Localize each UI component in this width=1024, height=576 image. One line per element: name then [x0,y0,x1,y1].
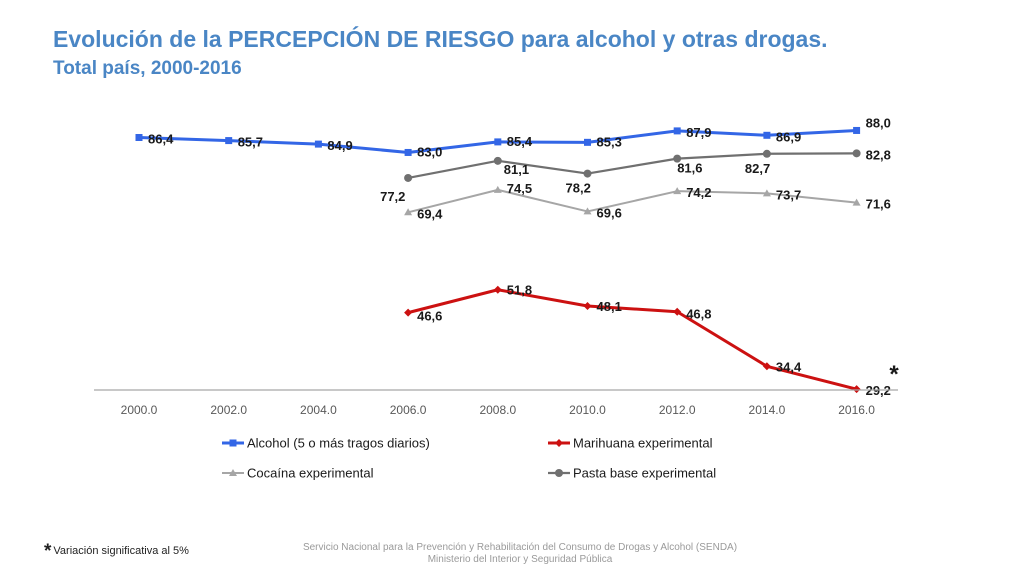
data-point [404,173,413,182]
data-point [404,208,413,216]
data-label: 71,6 [866,197,891,212]
data-point [673,127,681,135]
legend-item: Cocaína experimental [222,466,374,481]
data-label: 86,4 [148,132,174,147]
footnote-star: * [44,541,52,562]
data-point [852,198,861,206]
data-label: 73,7 [776,187,801,202]
data-label: 78,2 [566,181,591,196]
x-tick-label: 2006.0 [390,403,427,417]
x-tick-label: 2000.0 [121,403,158,417]
data-point [493,285,502,294]
data-label: 48,1 [597,299,622,314]
data-label: 46,8 [686,307,711,322]
data-point [314,140,322,148]
series-line-1 [407,288,857,391]
data-point [583,169,592,178]
data-label: 81,1 [504,162,529,177]
source-line-2: Ministerio del Interior y Seguridad Públ… [427,554,613,565]
data-label: 69,4 [417,206,443,221]
x-tick-label: 2014.0 [749,403,786,417]
legend-marker [229,439,237,447]
data-label: 85,7 [238,135,263,150]
legend-label: Pasta base experimental [573,466,716,481]
legend-marker [229,469,237,476]
legend-label: Alcohol (5 o más tragos diarios) [247,436,430,451]
data-label: 82,8 [866,147,891,162]
data-point [135,134,143,141]
x-tick-label: 2012.0 [659,403,696,417]
data-point [493,185,502,193]
data-label: 51,8 [507,283,532,298]
data-label: 74,5 [507,181,532,196]
page-title: Evolución de la PERCEPCIÓN DE RIESGO par… [53,26,828,52]
legend-item: Pasta base experimental [548,466,716,481]
legend-marker [555,469,563,477]
data-point [763,131,771,139]
data-label: 87,9 [686,125,711,140]
data-label: 88,0 [866,115,891,130]
data-label: 85,3 [597,134,622,149]
x-tick-label: 2016.0 [838,403,875,417]
data-point [852,149,861,158]
data-point [762,189,771,197]
data-label: 46,6 [417,309,442,324]
data-point [673,187,682,195]
x-tick-label: 2004.0 [300,403,337,417]
data-label: 86,9 [776,129,801,144]
x-tick-label: 2008.0 [479,403,516,417]
source-line-1: Servicio Nacional para la Prevención y R… [302,542,738,553]
data-point [583,302,592,311]
legend-marker [555,439,563,447]
data-point [225,137,233,145]
legend-label: Marihuana experimental [573,436,713,451]
data-point [853,126,861,134]
data-label: 74,2 [686,185,711,200]
legend-item: Marihuana experimental [548,436,713,451]
legend-label: Cocaína experimental [247,466,374,481]
data-point [404,308,413,317]
data-point [762,362,771,371]
x-tick-label: 2002.0 [210,403,247,417]
data-point [493,156,502,165]
data-point [584,138,591,146]
x-tick-label: 2010.0 [569,403,606,417]
data-point [673,307,682,316]
data-label: 83,0 [417,144,442,159]
data-point [852,385,861,394]
series-line-2 [407,188,857,214]
data-point [494,138,502,146]
data-point [762,149,771,158]
footnote-text: Variación significativa al 5% [53,545,189,557]
source-credit: Servicio Nacional para la Prevención y R… [250,542,790,566]
page-subtitle: Total país, 2000-2016 [53,58,242,79]
footnote: * Variación significativa al 5% [44,541,189,563]
data-label: 29,2 [866,383,891,398]
legend-item: Alcohol (5 o más tragos diarios) [222,436,430,451]
data-label: 77,2 [380,189,405,204]
data-label: 82,7 [745,161,770,176]
data-label: 85,4 [507,134,533,149]
data-label: 69,6 [597,205,622,220]
series-line-3 [407,152,857,180]
data-point [583,207,592,215]
data-label: 81,6 [677,161,702,176]
data-label: 34,4 [776,359,802,374]
data-label: 84,9 [327,138,352,153]
significance-star: * [889,361,899,388]
data-point [673,154,682,163]
data-point [404,148,412,156]
